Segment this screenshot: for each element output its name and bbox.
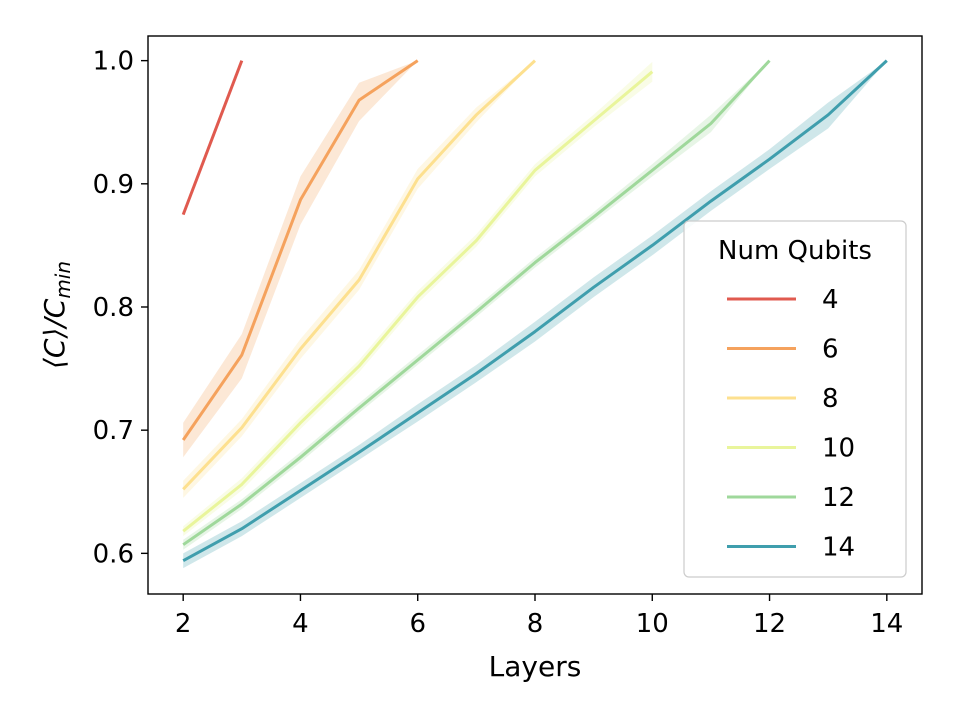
x-tick-label: 2 bbox=[175, 609, 192, 639]
legend-title: Num Qubits bbox=[718, 236, 872, 266]
legend-label-12: 12 bbox=[822, 483, 855, 513]
y-axis-label-main: ⟨C⟩/C bbox=[38, 298, 71, 369]
series-line-8 bbox=[182, 59, 537, 491]
legend-items: 4 6 8 10 12 14 bbox=[727, 285, 855, 563]
x-tick-label: 10 bbox=[636, 609, 669, 639]
legend: Num Qubits 4 6 8 10 12 14 bbox=[683, 220, 907, 578]
series-line-14 bbox=[182, 59, 888, 563]
x-tick-label: 4 bbox=[292, 609, 309, 639]
y-axis-ticks: 0.6 0.7 0.8 0.9 1.0 bbox=[93, 47, 148, 569]
y-tick-label: 0.6 bbox=[93, 539, 134, 569]
legend-label-10: 10 bbox=[822, 434, 855, 464]
confidence-band-12 bbox=[183, 60, 770, 550]
series-lines bbox=[181, 59, 888, 563]
legend-label-6: 6 bbox=[822, 335, 839, 365]
confidence-band-6 bbox=[183, 60, 418, 458]
y-tick-label: 1.0 bbox=[93, 47, 134, 77]
x-tick-label: 12 bbox=[753, 609, 786, 639]
y-tick-label: 0.7 bbox=[93, 416, 134, 446]
y-tick-label: 0.9 bbox=[93, 170, 134, 200]
x-axis-ticks: 2 4 6 8 10 12 14 bbox=[175, 594, 903, 639]
x-tick-label: 8 bbox=[527, 609, 544, 639]
x-axis-label: Layers bbox=[489, 650, 582, 683]
series-line-10 bbox=[182, 70, 654, 533]
legend-label-8: 8 bbox=[822, 384, 839, 414]
x-tick-label: 6 bbox=[409, 609, 426, 639]
y-axis-label: ⟨C⟩/Cmin bbox=[38, 261, 75, 369]
y-axis-label-subscript: min bbox=[51, 261, 75, 299]
series-line-12 bbox=[182, 59, 771, 546]
confidence-band-14 bbox=[183, 60, 887, 569]
legend-label-14: 14 bbox=[822, 533, 855, 563]
y-tick-label: 0.8 bbox=[93, 293, 134, 323]
series-line-6 bbox=[181, 59, 419, 441]
legend-label-4: 4 bbox=[822, 285, 839, 315]
x-tick-label: 14 bbox=[870, 609, 903, 639]
series-line-4 bbox=[181, 60, 244, 216]
